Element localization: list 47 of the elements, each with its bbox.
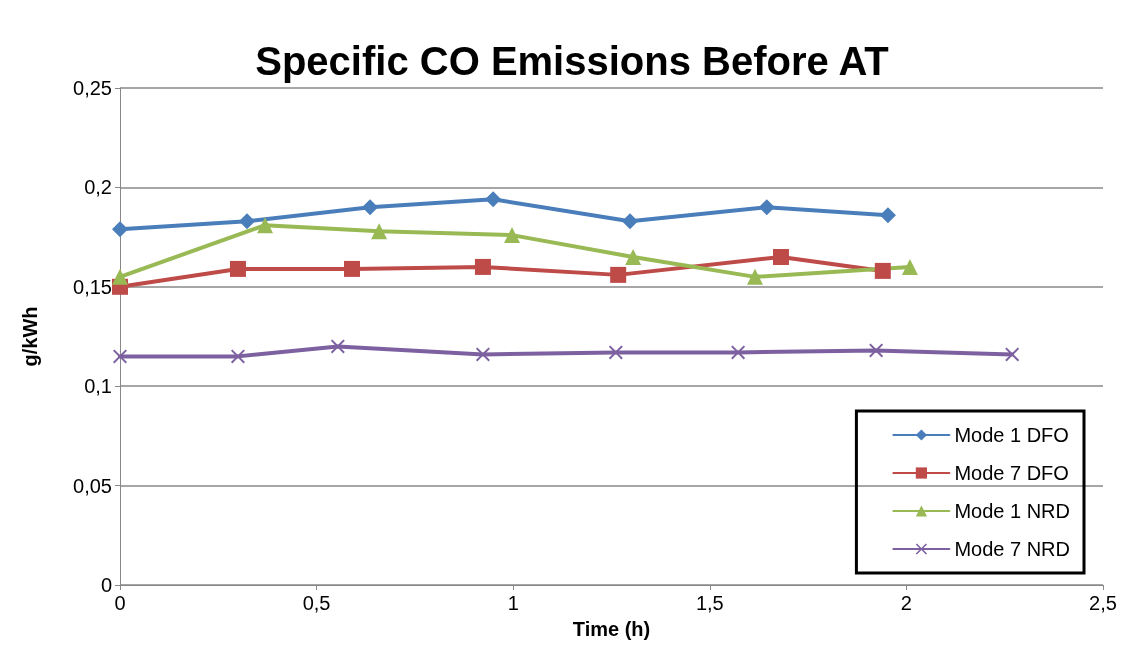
point bbox=[772, 248, 789, 265]
x-tick-label: 2,5 bbox=[1089, 592, 1117, 614]
point bbox=[747, 268, 764, 285]
point bbox=[901, 258, 918, 275]
point bbox=[608, 345, 623, 360]
point bbox=[112, 221, 128, 238]
x-tick-label: 2 bbox=[900, 592, 912, 614]
point bbox=[330, 339, 345, 354]
point bbox=[230, 349, 245, 364]
y-axis-title: g/kWh bbox=[19, 306, 41, 367]
point bbox=[112, 268, 128, 285]
legend-label: Mode 1 NRD bbox=[954, 500, 1071, 522]
x-tick-label: 1 bbox=[507, 592, 519, 614]
point bbox=[874, 262, 891, 279]
y-tick-label: 0,2 bbox=[84, 176, 112, 199]
point bbox=[257, 217, 274, 234]
point bbox=[504, 227, 521, 244]
point bbox=[474, 258, 491, 275]
chart-title: Specific CO Emissions Before AT bbox=[255, 39, 889, 83]
y-tick-label: 0,15 bbox=[73, 275, 112, 298]
point bbox=[625, 248, 642, 265]
y-tick-label: 0,1 bbox=[84, 375, 112, 398]
legend-label: Mode 7 DFO bbox=[954, 462, 1069, 484]
point bbox=[485, 191, 502, 208]
x-tick-label: 0 bbox=[114, 592, 126, 614]
legend-label: Mode 7 NRD bbox=[954, 538, 1071, 560]
y-tick-label: 0,05 bbox=[73, 474, 112, 497]
point bbox=[610, 266, 627, 283]
point bbox=[475, 347, 490, 362]
legend-label: Mode 1 DFO bbox=[954, 424, 1069, 446]
point bbox=[229, 260, 246, 277]
point bbox=[869, 343, 884, 358]
point bbox=[113, 349, 127, 364]
point bbox=[371, 223, 388, 240]
x-tick-label: 0,5 bbox=[302, 592, 331, 614]
point bbox=[758, 199, 775, 216]
point bbox=[731, 345, 746, 360]
x-axis-title: Time (h) bbox=[572, 618, 651, 640]
point bbox=[1005, 347, 1020, 362]
point bbox=[621, 213, 638, 230]
y-tick-label: 0 bbox=[100, 574, 112, 596]
point bbox=[879, 207, 896, 224]
point bbox=[239, 213, 255, 230]
point bbox=[362, 199, 379, 216]
point bbox=[343, 260, 360, 277]
x-tick-label: 1,5 bbox=[695, 592, 724, 614]
y-tick-label: 0,25 bbox=[73, 77, 112, 99]
